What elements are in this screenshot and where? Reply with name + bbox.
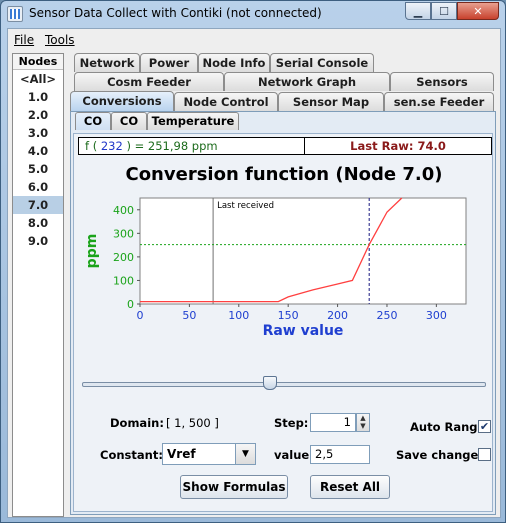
formula-display: f ( 232 ) = 251,98 ppm Last Raw: 74.0 — [78, 137, 492, 155]
slider-thumb[interactable] — [263, 376, 277, 390]
spin-up-icon[interactable]: ▲ — [360, 414, 366, 422]
tab-cosm-feeder[interactable]: Cosm Feeder — [74, 72, 224, 91]
node-item[interactable]: <All> — [19, 72, 57, 86]
constant-label: Constant: — [100, 448, 163, 462]
co-conversion-panel: f ( 232 ) = 251,98 ppm Last Raw: 74.0 Co… — [73, 133, 493, 512]
step-label: Step: — [274, 416, 309, 430]
conversion-series-line — [140, 197, 403, 303]
node-item[interactable]: 9.0 — [27, 234, 49, 248]
plot-area — [139, 197, 467, 305]
nodes-header: Nodes — [13, 54, 63, 70]
x-tick-label: 50 — [182, 309, 196, 322]
save-changes-checkbox[interactable] — [478, 448, 491, 461]
y-tick-label: 300 — [113, 227, 134, 240]
formula-raw: 232 — [100, 139, 123, 153]
conversions-panel: CO CO Temperature f ( 232 ) = 251,98 ppm… — [70, 111, 496, 515]
maximize-button[interactable]: ☐ — [431, 2, 457, 20]
node-items: <All> 1.0 2.0 3.0 4.0 5.0 6.0 7.0 8.0 9.0 — [13, 70, 63, 250]
app-icon — [7, 6, 23, 22]
tab-conversions[interactable]: Conversions — [70, 91, 174, 111]
title-bar[interactable]: Sensor Data Collect with Contiki (not co… — [1, 1, 505, 27]
conversion-chart: 0 50 100 150 200 250 300 0 100 200 300 400 Last rece… — [84, 197, 467, 339]
window-controls: ▁ ☐ ✕ — [405, 2, 499, 20]
tab-network-graph[interactable]: Network Graph — [224, 72, 390, 91]
node-item[interactable]: 8.0 — [27, 216, 49, 230]
y-tick-label: 0 — [127, 298, 134, 311]
maximize-icon: ☐ — [439, 4, 449, 18]
minimize-button[interactable]: ▁ — [405, 2, 431, 20]
close-button[interactable]: ✕ — [457, 2, 499, 20]
auto-range-label: Auto Range — [410, 420, 486, 434]
chart-title: Conversion function (Node 7.0) — [125, 164, 443, 185]
x-tick-label: 150 — [278, 309, 299, 322]
constant-select[interactable]: Vref ▼ — [162, 443, 256, 465]
domain-value: [ 1, 500 ] — [166, 416, 219, 430]
minimize-icon: ▁ — [413, 4, 423, 18]
node-item[interactable]: 2.0 — [27, 108, 49, 122]
x-tick-label: 200 — [327, 309, 348, 322]
y-tick-label: 100 — [113, 274, 134, 287]
node-item[interactable]: 1.0 — [27, 90, 49, 104]
formula-value: f ( 232 ) = 251,98 ppm — [79, 138, 305, 154]
tab-power[interactable]: Power — [140, 53, 198, 72]
y-axis-label: ppm — [84, 234, 100, 269]
raw-value-slider[interactable] — [82, 376, 486, 392]
x-tick-label: 300 — [426, 309, 447, 322]
tab-node-info[interactable]: Node Info — [198, 53, 270, 72]
tab-sensors[interactable]: Sensors — [390, 72, 494, 91]
step-spinner[interactable]: ▲ ▼ — [356, 413, 370, 432]
formula-result: ) = 251,98 ppm — [126, 139, 218, 153]
subtab-co-2[interactable]: CO — [111, 112, 147, 130]
subtab-co-1[interactable]: CO — [75, 112, 111, 130]
menu-file[interactable]: File — [14, 33, 34, 47]
menu-tools[interactable]: Tools — [45, 33, 75, 47]
chevron-down-icon[interactable]: ▼ — [235, 444, 255, 464]
tab-serial-console[interactable]: Serial Console — [270, 53, 374, 72]
tab-node-control[interactable]: Node Control — [174, 92, 278, 111]
x-tick-label: 100 — [228, 309, 249, 322]
value-label: value: — [274, 448, 314, 462]
node-item[interactable]: 5.0 — [27, 162, 49, 176]
menu-bar: File Tools — [8, 29, 500, 51]
node-item[interactable]: 7.0 — [13, 196, 63, 214]
tab-sense-feeder[interactable]: sen.se Feeder — [384, 92, 494, 111]
subtab-temperature[interactable]: Temperature — [147, 112, 239, 130]
x-axis-label: Raw value — [263, 323, 344, 339]
spin-down-icon[interactable]: ▼ — [360, 422, 366, 430]
nodes-list: Nodes <All> 1.0 2.0 3.0 4.0 5.0 6.0 7.0 8.0 9.0 — [12, 53, 64, 517]
last-raw-display: Last Raw: 74.0 — [350, 139, 446, 153]
node-item[interactable]: 6.0 — [27, 180, 49, 194]
node-item[interactable]: 3.0 — [27, 126, 49, 140]
menu-tools-label: Tools — [45, 33, 75, 47]
x-tick-label: 0 — [137, 309, 144, 322]
menu-file-label: File — [14, 33, 35, 47]
client-area: File Tools Nodes <All> 1.0 2.0 3.0 4.0 5.0 6.0… — [7, 28, 501, 518]
slider-track — [82, 382, 486, 387]
reset-all-button[interactable]: Reset All — [310, 475, 390, 499]
step-input[interactable]: 1 — [310, 413, 356, 432]
y-tick-label: 200 — [113, 251, 134, 264]
tab-sensor-map[interactable]: Sensor Map — [278, 92, 384, 111]
constant-select-value: Vref — [167, 447, 196, 461]
constant-value-input[interactable]: 2,5 — [310, 445, 370, 464]
save-changes-label: Save changes — [396, 448, 486, 462]
main-tabs: Network Power Node Info Serial Console C… — [68, 53, 498, 517]
y-tick-label: 400 — [113, 204, 134, 217]
show-formulas-button[interactable]: Show Formulas — [180, 475, 288, 499]
auto-range-checkbox[interactable]: ✔ — [478, 420, 491, 433]
x-tick-label: 250 — [376, 309, 397, 322]
close-icon: ✕ — [473, 4, 483, 18]
last-received-label: Last received — [217, 201, 274, 211]
formula-prefix: f ( — [85, 139, 98, 153]
node-item[interactable]: 4.0 — [27, 144, 49, 158]
window-title: Sensor Data Collect with Contiki (not co… — [29, 6, 322, 20]
domain-label: Domain: — [110, 416, 164, 430]
tab-network[interactable]: Network — [74, 53, 140, 72]
